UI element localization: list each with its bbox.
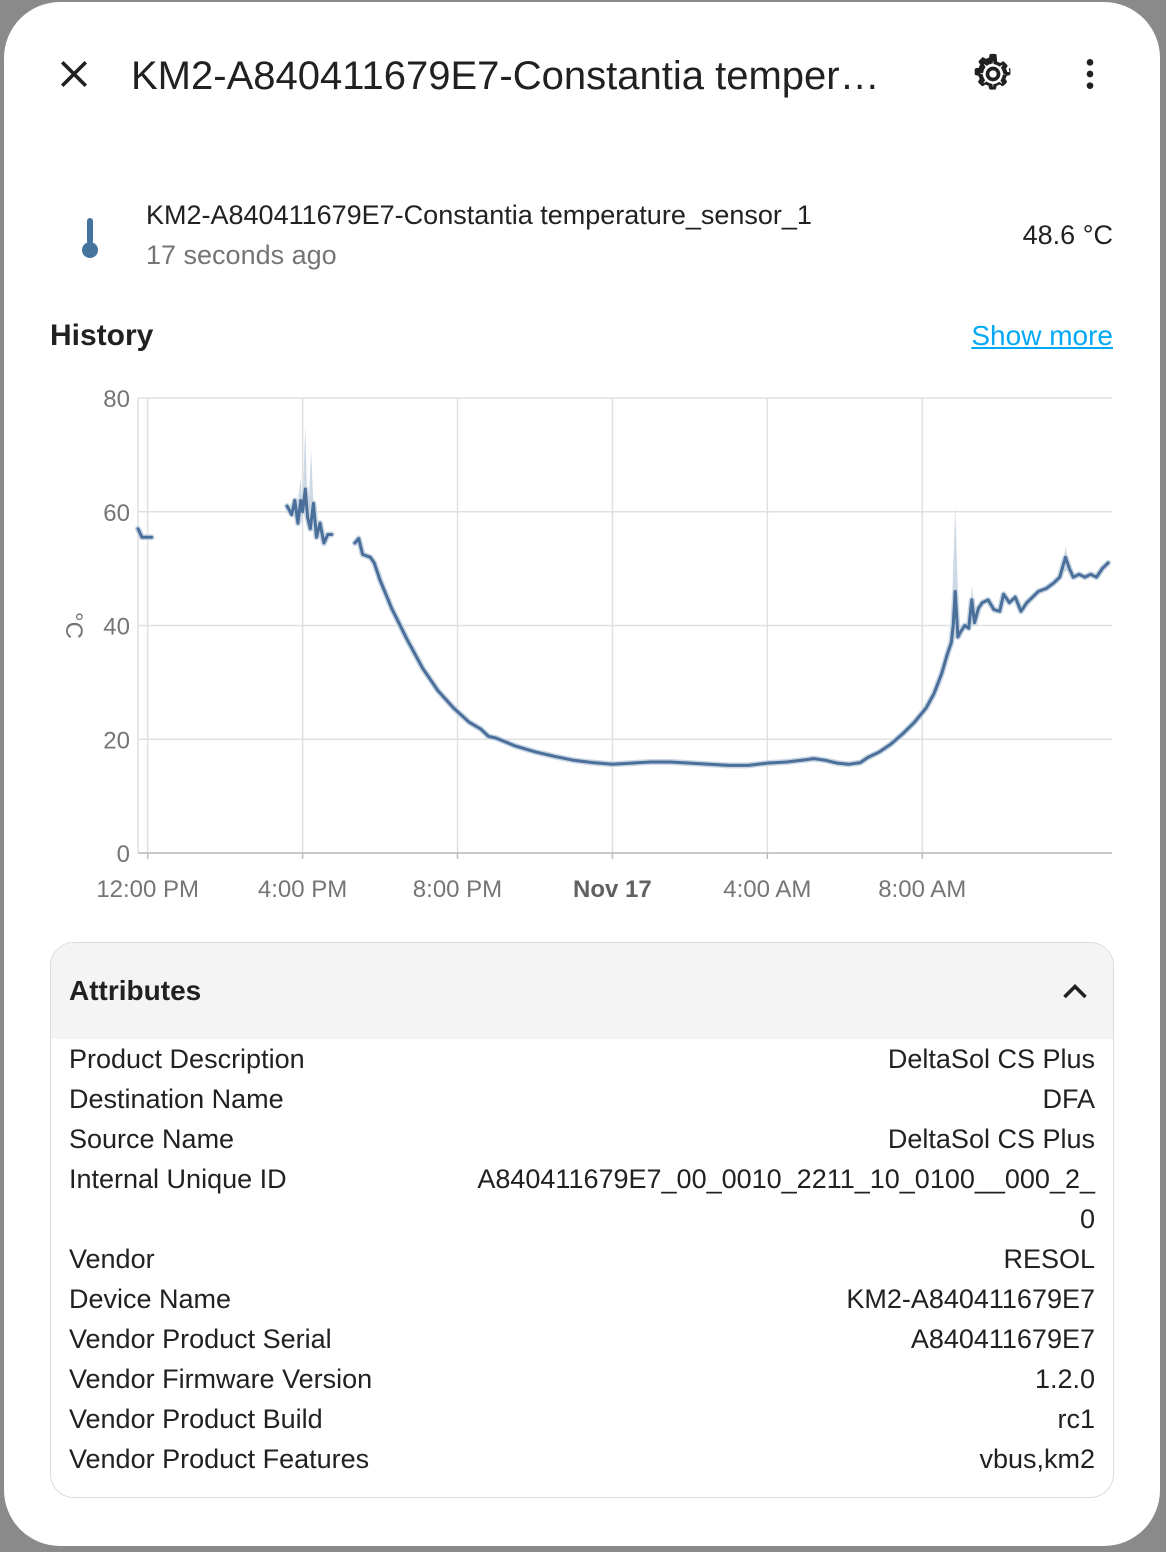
series-line [136, 527, 154, 539]
attributes-list: Product Description DeltaSol CS Plus Desti… [51, 1039, 1113, 1479]
attribute-value: DFA [1042, 1084, 1095, 1114]
attribute-value: KM2-A840411679E7 [846, 1284, 1095, 1314]
x-tick-label: 4:00 PM [258, 876, 347, 903]
attribute-row: Internal Unique ID A840411679E7_00_0010_2… [69, 1159, 1095, 1239]
chevron-up-icon [1063, 983, 1087, 999]
history-chart[interactable]: 0 20 40 60 80 12:00 PM 4:00 PM 8:00 PM Nov 17 4:0… [4, 372, 1160, 922]
attribute-row: Destination Name DFA [69, 1079, 1095, 1119]
attribute-row: Vendor Product Features vbus,km2 [69, 1439, 1095, 1479]
attribute-row: Vendor Product Serial A840411679E7 [69, 1319, 1095, 1359]
attribute-value: RESOL [1003, 1244, 1095, 1274]
y-tick-label: 60 [103, 500, 130, 527]
entity-row: KM2-A840411679E7-Constantia temperature_… [4, 192, 1160, 282]
y-tick-label: 80 [103, 386, 130, 413]
show-more-link[interactable]: Show more [971, 320, 1113, 351]
y-tick-label: 40 [103, 614, 130, 641]
attribute-key: Internal Unique ID [69, 1164, 287, 1194]
attribute-row: Vendor Firmware Version 1.2.0 [69, 1359, 1095, 1399]
attribute-value: DeltaSol CS Plus [887, 1044, 1095, 1074]
more-options-button[interactable] [1058, 42, 1122, 106]
close-button[interactable] [42, 42, 106, 106]
attribute-value: A840411679E7_00_0010_2211_10_0100__000_2… [477, 1164, 1095, 1234]
series-line [285, 487, 334, 545]
series-band-halo [351, 535, 1112, 769]
entity-state: 48.6 °C [1022, 220, 1113, 250]
x-tick-label: 8:00 AM [878, 876, 966, 903]
attributes-title: Attributes [69, 975, 202, 1006]
attribute-row: Vendor RESOL [69, 1239, 1095, 1279]
attribute-key: Vendor [69, 1244, 155, 1274]
attribute-value: rc1 [1057, 1404, 1095, 1434]
attribute-value: 1.2.0 [1034, 1364, 1095, 1394]
dialog-title: KM2-A840411679E7-Constantia temper… [131, 54, 880, 98]
thermometer-icon [82, 218, 98, 258]
dialog-header: KM2-A840411679E7-Constantia temper… [4, 2, 1160, 152]
attribute-value: A840411679E7 [910, 1324, 1095, 1354]
x-tick-label: 4:00 AM [723, 876, 811, 903]
gear-icon [974, 53, 1011, 90]
attribute-key: Destination Name [69, 1084, 284, 1114]
y-axis-label: °C [60, 612, 87, 639]
settings-button[interactable] [961, 42, 1025, 106]
more-vertical-icon [1086, 59, 1094, 89]
attribute-key: Source Name [69, 1124, 235, 1154]
close-icon [60, 60, 88, 88]
x-tick-label: 8:00 PM [413, 876, 502, 903]
entity-name: KM2-A840411679E7-Constantia temperature_… [146, 200, 812, 230]
attribute-key: Vendor Product Build [69, 1404, 323, 1434]
attribute-key: Product Description [69, 1044, 305, 1074]
series-line [353, 537, 1110, 767]
attribute-row: Source Name DeltaSol CS Plus [69, 1119, 1095, 1159]
history-heading: History [50, 319, 154, 352]
attribute-value: vbus,km2 [979, 1444, 1095, 1474]
attribute-key: Vendor Firmware Version [69, 1364, 373, 1394]
entity-last-changed: 17 seconds ago [146, 240, 337, 270]
x-tick-label: 12:00 PM [96, 876, 199, 903]
attributes-header[interactable]: Attributes [51, 943, 1113, 1039]
attributes-panel: Attributes Product Description DeltaSol C… [50, 942, 1114, 1498]
more-info-dialog: KM2-A840411679E7-Constantia temper… KM2-… [4, 2, 1160, 1546]
y-tick-label: 0 [117, 841, 130, 868]
attribute-value: DeltaSol CS Plus [887, 1124, 1095, 1154]
y-tick-label: 20 [103, 727, 130, 754]
x-tick-label: Nov 17 [573, 876, 652, 903]
attribute-key: Vendor Product Serial [69, 1324, 332, 1354]
attribute-key: Vendor Product Features [69, 1444, 370, 1474]
attribute-key: Device Name [69, 1284, 232, 1314]
attribute-row: Device Name KM2-A840411679E7 [69, 1279, 1095, 1319]
attribute-row: Product Description DeltaSol CS Plus [69, 1039, 1095, 1079]
attribute-row: Vendor Product Build rc1 [69, 1399, 1095, 1439]
